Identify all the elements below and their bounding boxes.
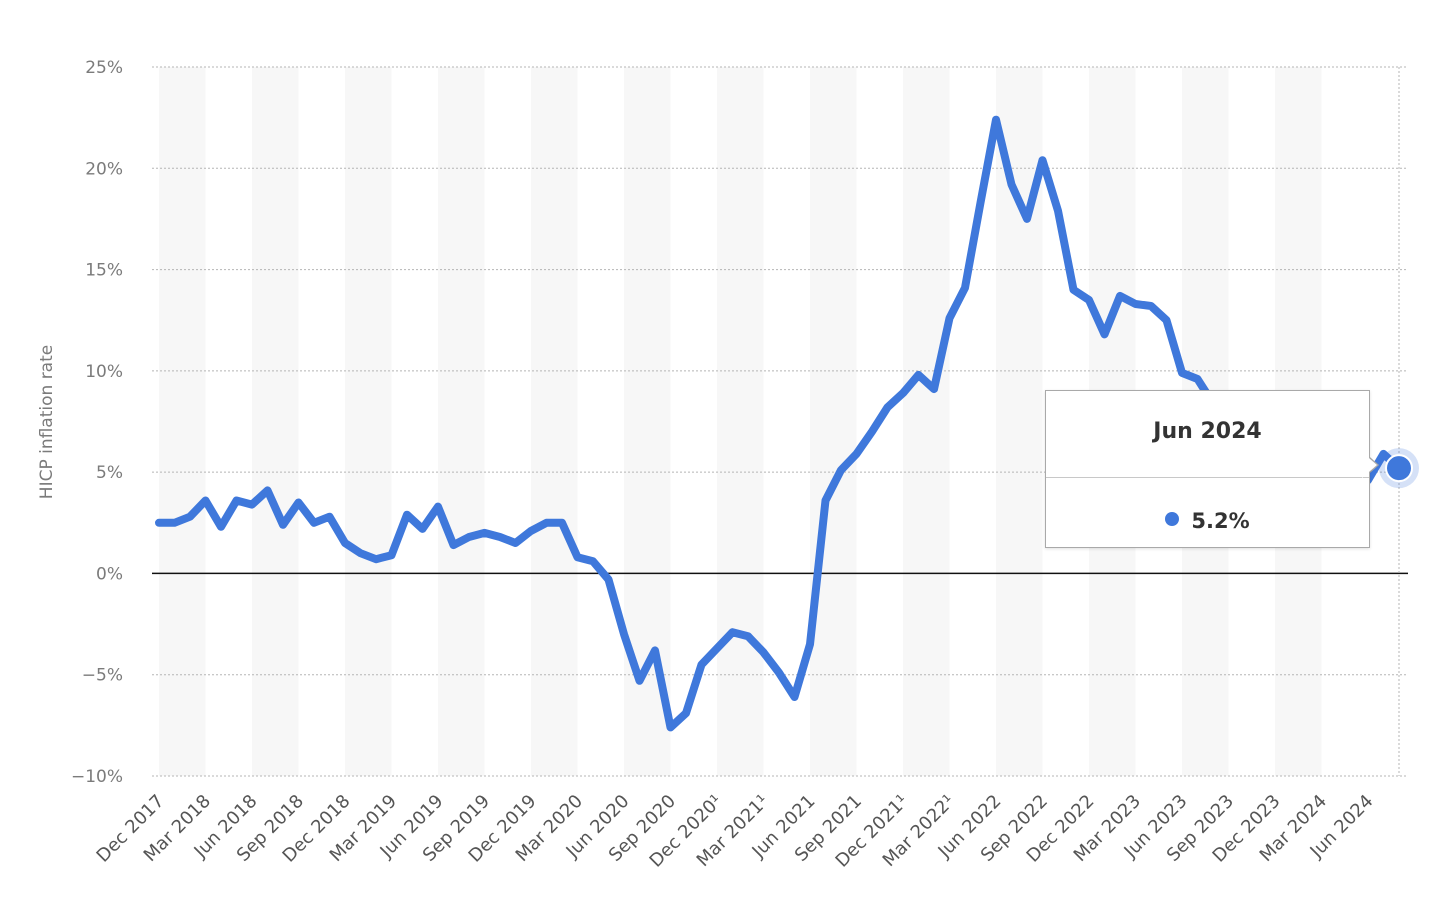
y-tick-label: 15% [85, 261, 123, 281]
y-axis-ticks: 25% 20% 15% 10% 5% 0% −5% −10% [71, 58, 123, 787]
tooltip: Jun 2024 5.2% [1045, 390, 1370, 548]
y-tick-label: 10% [85, 362, 123, 382]
tooltip-divider [1046, 477, 1369, 478]
hover-point [1385, 454, 1413, 483]
series-line [155, 115, 1403, 732]
y-tick-label: 0% [96, 564, 123, 584]
column-band [252, 67, 299, 776]
tooltip-arrow-inner [1362, 452, 1377, 478]
column-band [717, 67, 764, 776]
y-tick-label: −5% [82, 666, 123, 686]
y-tick-label: 25% [85, 58, 123, 78]
y-axis-label: HICP inflation rate [37, 345, 57, 499]
column-band [903, 67, 950, 776]
y-tick-label: −10% [71, 767, 123, 787]
hover-marker-group [1379, 448, 1419, 489]
column-band [531, 67, 578, 776]
tooltip-title: Jun 2024 [1153, 419, 1262, 444]
column-band [345, 67, 392, 776]
column-band [438, 67, 485, 776]
tooltip-value: 5.2% [1191, 509, 1250, 533]
series-dot-icon [1165, 512, 1180, 526]
series-line-group [155, 115, 1403, 732]
column-bands [159, 67, 1322, 776]
column-band [159, 67, 206, 776]
y-tick-label: 20% [85, 159, 123, 179]
y-tick-label: 5% [96, 463, 123, 483]
column-band [810, 67, 857, 776]
tooltip-value-row: 5.2% [1046, 509, 1369, 533]
